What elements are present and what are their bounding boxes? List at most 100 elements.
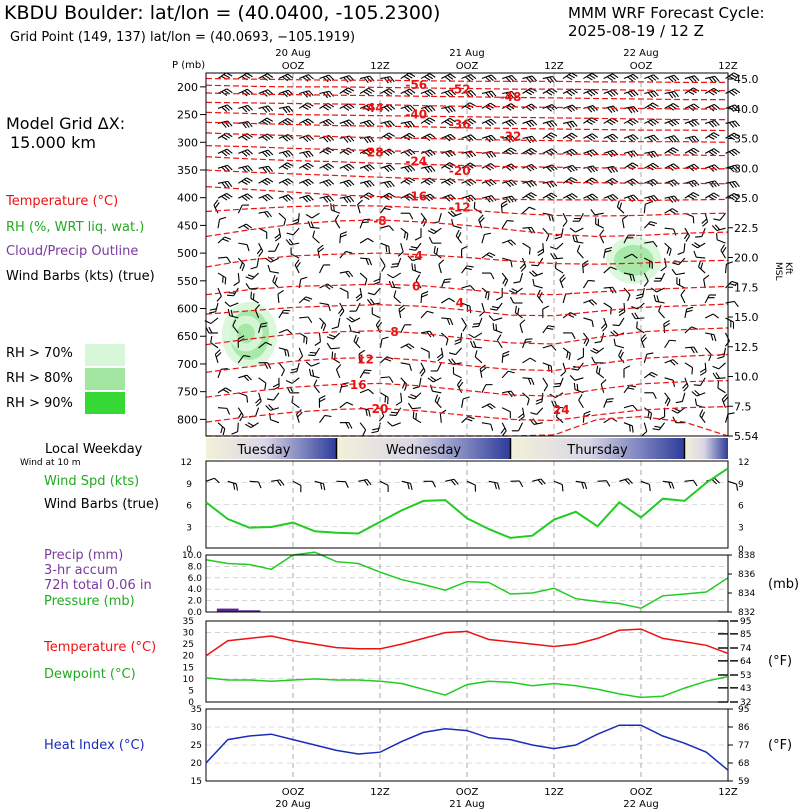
upper-air-wind-barb (285, 377, 300, 384)
upper-air-wind-barb (554, 228, 564, 240)
heat-index-f-tick-label: 59 (738, 777, 750, 787)
upper-air-wind-barb (427, 376, 442, 383)
upper-air-wind-barb (441, 105, 456, 114)
upper-air-wind-barb (514, 305, 523, 319)
upper-air-wind-barb (478, 214, 485, 229)
upper-air-wind-barb (420, 73, 436, 81)
rh-area-90 (239, 331, 241, 336)
local-weekday-label: Local Weekday (45, 442, 143, 457)
upper-air-wind-barb (522, 103, 538, 112)
upper-air-wind-barb (217, 272, 227, 285)
upper-air-wind-barb (704, 347, 712, 362)
upper-air-wind-barb (693, 250, 706, 259)
upper-air-wind-barb (725, 104, 741, 112)
upper-air-wind-barb (721, 394, 729, 408)
upper-air-wind-barb (420, 165, 436, 173)
upper-air-wind-barb (542, 325, 555, 334)
upper-air-wind-barb (430, 362, 442, 372)
upper-air-wind-barb (582, 279, 595, 289)
upper-air-wind-barb (238, 177, 253, 185)
isotherm-label: 16 (350, 378, 367, 392)
surface-wind-barb (619, 478, 633, 485)
surface-wind-barb (597, 480, 611, 487)
upper-air-wind-barb (603, 73, 619, 82)
upper-air-wind-barb (238, 193, 253, 202)
upper-air-wind-barb (238, 374, 252, 382)
upper-air-wind-barb (412, 377, 422, 390)
upper-air-wind-barb (461, 73, 477, 82)
upper-air-wind-barb (367, 287, 381, 296)
upper-air-wind-barb (623, 134, 639, 142)
surface-wind-barb (445, 478, 459, 486)
top-time-label: OOZ (456, 61, 479, 72)
upper-air-wind-barb (562, 212, 568, 227)
forecast-cycle-label: MMM WRF Forecast Cycle: (568, 4, 765, 22)
upper-air-wind-barb (359, 164, 375, 172)
upper-air-wind-barb (490, 302, 503, 311)
isotherm-label: 8 (390, 325, 398, 339)
upper-air-wind-barb (542, 164, 558, 172)
upper-air-wind-barb (509, 287, 523, 294)
upper-air-wind-barb (644, 90, 659, 98)
upper-air-wind-barb (725, 88, 741, 96)
upper-air-wind-barb (684, 192, 700, 200)
upper-air-wind-barb (664, 377, 676, 387)
upper-air-wind-barb (371, 307, 381, 319)
upper-air-wind-barb (603, 193, 619, 202)
upper-air-wind-barb (725, 72, 740, 80)
upper-air-wind-barb (439, 409, 447, 423)
temperature-f-tick-label: 53 (740, 671, 751, 681)
upper-air-wind-barb (537, 243, 545, 257)
upper-air-wind-barb (428, 236, 442, 244)
upper-air-wind-barb (621, 214, 629, 229)
upper-air-wind-barb (481, 195, 497, 203)
pressure-tick-label: 834 (738, 589, 755, 599)
pressure-tick-label: 350 (177, 164, 198, 177)
upper-air-wind-barb (237, 257, 245, 272)
upper-air-wind-barb (339, 287, 349, 299)
temperature-f-tick-label: 74 (740, 644, 752, 654)
wind-speed-tick-label: 12 (738, 458, 749, 468)
upper-air-wind-barb (641, 422, 648, 437)
upper-air-wind-barb (278, 117, 294, 126)
upper-air-wind-barb (652, 422, 666, 431)
upper-air-wind-barb (258, 227, 268, 239)
temperature-c-tick-label: 5 (188, 686, 194, 696)
upper-air-wind-barb (205, 326, 219, 334)
heat-index-line (205, 724, 729, 771)
upper-air-wind-barb (297, 347, 304, 362)
surface-wind-barb (466, 480, 477, 492)
upper-air-wind-barb (290, 362, 300, 374)
upper-air-wind-barb (319, 118, 335, 127)
upper-air-wind-barb (308, 368, 320, 379)
upper-air-wind-barb (724, 261, 733, 274)
surface-wind-barb (684, 479, 698, 487)
upper-air-wind-barb (590, 209, 604, 216)
upper-air-wind-barb (495, 288, 503, 301)
upper-air-wind-barb (704, 148, 720, 156)
upper-air-wind-barb (705, 180, 720, 188)
upper-air-wind-barb (725, 317, 735, 329)
upper-air-wind-barb (367, 298, 381, 306)
upper-air-wind-barb (590, 347, 605, 354)
upper-air-wind-barb (535, 392, 544, 405)
upper-air-wind-barb (644, 241, 658, 248)
upper-air-wind-barb (704, 294, 716, 304)
upper-air-wind-barb (267, 264, 279, 274)
upper-air-wind-barb (653, 272, 666, 282)
upper-air-wind-barb (238, 223, 253, 230)
upper-air-wind-barb (481, 384, 493, 394)
upper-air-wind-barb (502, 91, 517, 99)
upper-air-wind-barb (595, 365, 605, 379)
upper-air-wind-barb (698, 260, 706, 274)
isotherm-label: -20 (449, 164, 471, 178)
isotherm-label: 24 (553, 403, 570, 417)
upper-air-wind-barb (371, 422, 381, 434)
upper-air-wind-barb (623, 194, 639, 203)
upper-air-wind-barb (644, 392, 657, 400)
upper-air-wind-barb (481, 287, 490, 301)
upper-air-wind-barb (217, 256, 232, 264)
top-time-label: OOZ (630, 61, 653, 72)
upper-air-wind-barb (644, 134, 659, 143)
upper-air-wind-barb (278, 162, 294, 170)
